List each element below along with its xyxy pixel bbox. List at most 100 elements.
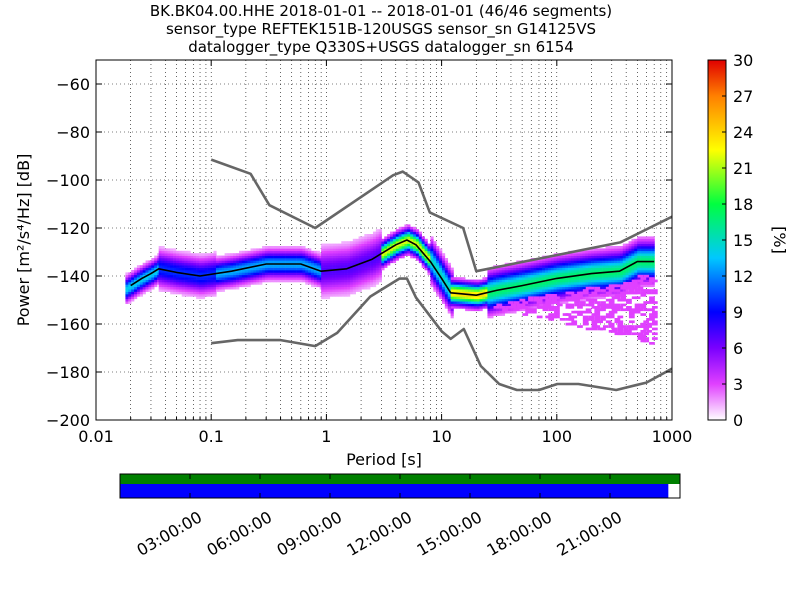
histogram-cell <box>262 274 266 278</box>
histogram-cell <box>178 279 183 283</box>
histogram-cell <box>459 289 463 292</box>
histogram-cell <box>628 289 635 292</box>
histogram-cell <box>167 250 171 254</box>
histogram-cell <box>501 286 506 290</box>
histogram-cell <box>370 274 374 278</box>
histogram-cell <box>444 274 449 278</box>
histogram-cell <box>262 246 266 249</box>
histogram-cell <box>602 284 606 288</box>
histogram-cell <box>259 267 263 271</box>
histogram-cell <box>316 253 320 256</box>
histogram-cell <box>485 296 489 300</box>
histogram-cell <box>465 298 469 302</box>
histogram-cell <box>444 298 449 302</box>
histogram-cell <box>619 258 624 261</box>
histogram-cell <box>187 286 191 290</box>
histogram-cell <box>450 286 454 290</box>
histogram-cell <box>282 248 286 252</box>
histogram-cell <box>640 258 644 261</box>
histogram-cell <box>302 255 306 259</box>
histogram-cell <box>190 255 194 259</box>
histogram-cell <box>375 236 380 240</box>
histogram-cell <box>628 253 632 256</box>
histogram-cell <box>542 289 546 292</box>
histogram-cell <box>259 253 263 256</box>
histogram-cell <box>361 246 365 249</box>
histogram-cell <box>571 315 578 319</box>
histogram-cell <box>550 272 554 276</box>
histogram-cell <box>384 243 388 247</box>
histogram-cell <box>579 255 583 259</box>
histogram-cell <box>372 272 377 276</box>
histogram-cell <box>577 325 583 328</box>
histogram-cell <box>504 279 508 283</box>
histogram-cell <box>178 274 183 278</box>
colorbar-tick-label: 18 <box>733 195 753 214</box>
histogram-cell <box>456 306 460 309</box>
histogram-cell <box>444 277 449 280</box>
histogram-cell <box>401 243 405 247</box>
histogram-cell <box>299 246 303 249</box>
histogram-cell <box>487 303 491 307</box>
histogram-cell <box>198 255 203 259</box>
histogram-cell <box>239 253 243 256</box>
histogram-cell <box>510 298 514 302</box>
histogram-cell <box>355 241 359 244</box>
histogram-cell <box>594 258 598 261</box>
histogram-cell <box>542 277 546 280</box>
histogram-cell <box>479 298 483 302</box>
histogram-cell <box>335 250 339 254</box>
histogram-cell <box>582 284 586 288</box>
histogram-cell <box>568 279 572 283</box>
histogram-cell <box>136 291 141 295</box>
histogram-cell <box>522 272 526 276</box>
histogram-cell <box>436 246 440 249</box>
histogram-cell <box>459 298 463 302</box>
histogram-cell <box>648 284 652 288</box>
histogram-cell <box>158 246 162 249</box>
histogram-cell <box>184 255 188 259</box>
histogram-cell <box>436 255 440 259</box>
histogram-cell <box>164 272 168 276</box>
histogram-cell <box>574 298 580 302</box>
histogram-cell <box>547 289 552 292</box>
histogram-cell <box>510 282 514 285</box>
histogram-cell <box>285 279 289 283</box>
histogram-cell <box>536 315 543 319</box>
histogram-cell <box>490 286 494 290</box>
histogram-cell <box>617 282 621 285</box>
histogram-cell <box>527 270 531 273</box>
histogram-cell <box>447 265 451 268</box>
histogram-cell <box>381 253 385 256</box>
histogram-cell <box>364 248 368 252</box>
histogram-cell <box>579 250 583 254</box>
histogram-cell <box>476 284 480 288</box>
histogram-cell <box>335 294 339 297</box>
histogram-cell <box>482 301 486 304</box>
histogram-cell <box>387 262 391 266</box>
histogram-cell <box>628 267 632 271</box>
histogram-cell <box>424 241 428 244</box>
histogram-cell <box>151 260 155 264</box>
histogram-cell <box>378 265 382 268</box>
histogram-cell <box>324 253 328 256</box>
histogram-cell <box>321 272 325 276</box>
histogram-cell <box>170 262 174 266</box>
histogram-cell <box>556 282 560 285</box>
histogram-cell <box>439 255 443 259</box>
histogram-cell <box>221 272 225 276</box>
histogram-cell <box>602 262 606 266</box>
histogram-cell <box>335 253 339 256</box>
histogram-cell <box>145 265 149 268</box>
histogram-cell <box>576 267 580 271</box>
histogram-cell <box>542 267 546 271</box>
histogram-cell <box>270 253 274 256</box>
histogram-cell <box>358 246 362 249</box>
histogram-cell <box>125 286 129 290</box>
histogram-cell <box>190 274 194 278</box>
histogram-cell <box>324 243 328 247</box>
histogram-cell <box>447 296 451 300</box>
histogram-cell <box>547 279 552 283</box>
histogram-cell <box>599 258 603 261</box>
histogram-cell <box>308 260 312 264</box>
